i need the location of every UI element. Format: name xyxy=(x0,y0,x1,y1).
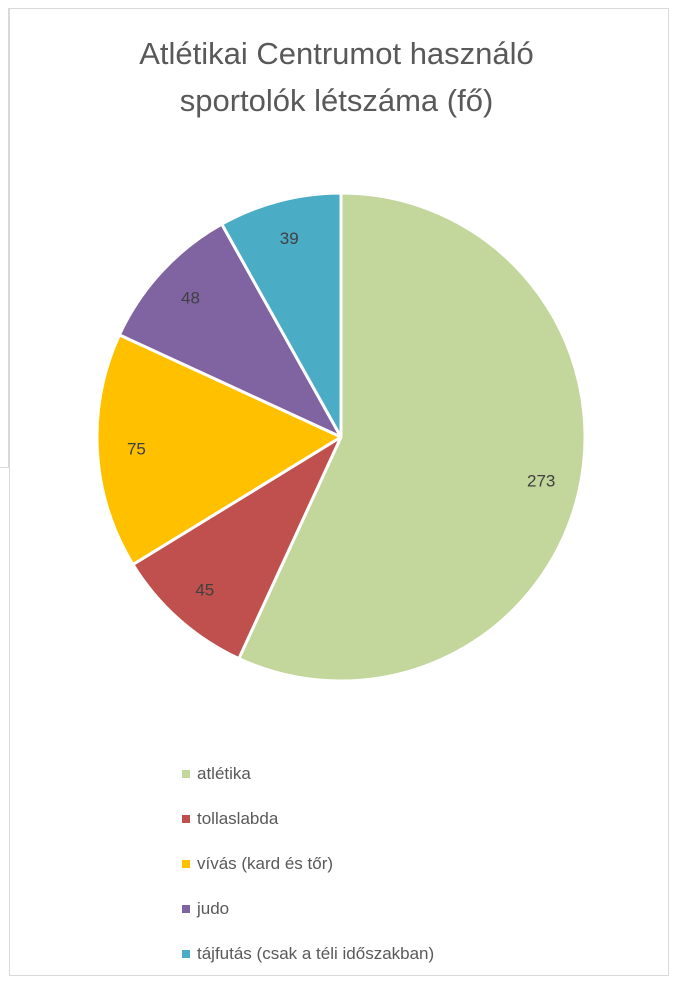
chart-title-line-2: sportolók létszáma (fő) xyxy=(179,83,494,118)
legend-item[interactable]: atlétika xyxy=(182,760,434,788)
data-label-1: 45 xyxy=(195,581,214,600)
legend-swatch xyxy=(182,860,190,868)
data-label-0: 273 xyxy=(527,471,555,490)
legend-label: judo xyxy=(197,899,230,918)
chart-title: Atlétikai Centrumot használó sportolók l… xyxy=(0,30,673,124)
pie-data-labels: 273 45 75 48 39 xyxy=(127,229,555,600)
legend-item[interactable]: tájfutás (csak a téli időszakban) xyxy=(182,940,434,968)
legend-item[interactable]: vívás (kard és tőr) xyxy=(182,850,434,878)
data-label-2: 75 xyxy=(127,440,146,459)
legend-label: atlétika xyxy=(197,764,251,783)
legend-swatch xyxy=(182,905,190,913)
pie-slice-1[interactable] xyxy=(131,435,343,661)
pie-slice-4[interactable] xyxy=(220,191,343,439)
legend-label: tollaslabda xyxy=(197,809,279,828)
legend: atlétika tollaslabda vívás (kard és tőr)… xyxy=(182,760,434,985)
legend-swatch xyxy=(182,815,190,823)
pie-chart: 273 45 75 48 39 xyxy=(95,191,587,683)
legend-item[interactable]: judo xyxy=(182,895,434,923)
legend-swatch xyxy=(182,950,190,958)
data-label-3: 48 xyxy=(181,288,200,307)
pie-slice-3[interactable] xyxy=(117,222,343,439)
pie-slice-0[interactable] xyxy=(237,191,587,683)
legend-label: vívás (kard és tőr) xyxy=(197,854,334,873)
chart-title-line-1: Atlétikai Centrumot használó xyxy=(139,36,534,71)
legend-item[interactable]: tollaslabda xyxy=(182,805,434,833)
legend-swatch xyxy=(182,770,190,778)
pie-slice-2[interactable] xyxy=(95,333,343,566)
data-label-4: 39 xyxy=(280,229,299,248)
adjacent-panel-edge xyxy=(0,8,9,468)
legend-label: tájfutás (csak a téli időszakban) xyxy=(197,944,435,963)
pie-slices xyxy=(95,191,587,683)
